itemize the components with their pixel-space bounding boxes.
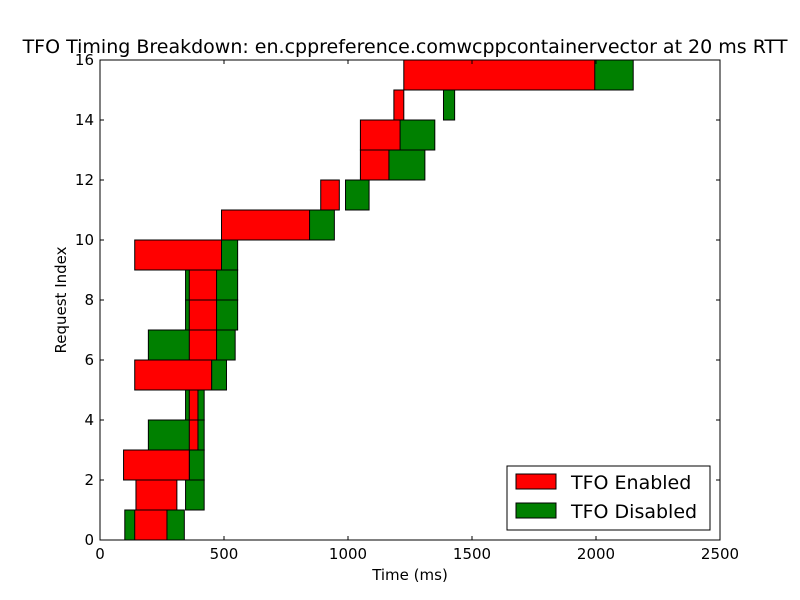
bar-tfo-disabled-10 [308, 210, 334, 240]
legend: TFO Enabled TFO Disabled [507, 466, 710, 530]
bar-tfo-enabled-11 [321, 180, 340, 210]
y-tick-label: 2 [84, 471, 94, 489]
legend-swatch-tfo-disabled [516, 503, 556, 518]
bar-tfo-disabled-15 [594, 60, 634, 90]
x-tick-label: 1000 [329, 545, 367, 563]
legend-swatch-tfo-enabled [516, 474, 556, 489]
legend-label-tfo-disabled: TFO Disabled [570, 501, 697, 523]
bar-tfo-disabled-11 [346, 180, 370, 210]
bar-tfo-disabled-13 [399, 120, 435, 150]
bar-tfo-enabled-10 [222, 210, 310, 240]
bar-tfo-disabled-12 [388, 150, 425, 180]
x-tick-label: 500 [210, 545, 239, 563]
y-tick-label: 16 [75, 51, 94, 69]
chart-title: TFO Timing Breakdown: en.cppreference.co… [22, 36, 788, 58]
bar-tfo-enabled-6 [189, 330, 216, 360]
x-tick-label: 1500 [453, 545, 491, 563]
bar-tfo-disabled-5 [212, 360, 227, 390]
bar-tfo-enabled-0 [135, 510, 167, 540]
y-tick-label: 6 [84, 351, 94, 369]
y-tick-label: 0 [84, 531, 94, 549]
y-tick-label: 12 [75, 171, 94, 189]
y-axis-title: Request Index [52, 246, 70, 353]
bar-tfo-enabled-9 [135, 240, 222, 270]
legend-label-tfo-enabled: TFO Enabled [570, 472, 691, 494]
bar-tfo-enabled-8 [189, 270, 216, 300]
bar-tfo-enabled-7 [189, 300, 216, 330]
bar-tfo-enabled-5 [135, 360, 212, 390]
bar-tfo-enabled-2 [124, 450, 190, 480]
y-tick-label: 10 [75, 231, 94, 249]
y-tick-label: 14 [75, 111, 94, 129]
x-tick-label: 2500 [701, 545, 739, 563]
bar-tfo-disabled-1 [186, 480, 205, 510]
bar-tfo-disabled-2 [189, 450, 204, 480]
bar-tfo-disabled-14 [443, 90, 454, 120]
x-tick-label: 2000 [577, 545, 615, 563]
bar-tfo-enabled-14 [394, 90, 404, 120]
y-tick-label: 8 [84, 291, 94, 309]
x-axis-title: Time (ms) [371, 566, 448, 584]
bar-tfo-enabled-13 [360, 120, 400, 150]
bar-tfo-enabled-1 [136, 480, 177, 510]
y-tick-label: 4 [84, 411, 94, 429]
bar-tfo-enabled-4 [189, 390, 198, 420]
bar-tfo-enabled-15 [404, 60, 595, 90]
x-tick-label: 0 [95, 545, 105, 563]
bar-tfo-enabled-3 [189, 420, 198, 450]
bar-tfo-enabled-12 [360, 150, 389, 180]
